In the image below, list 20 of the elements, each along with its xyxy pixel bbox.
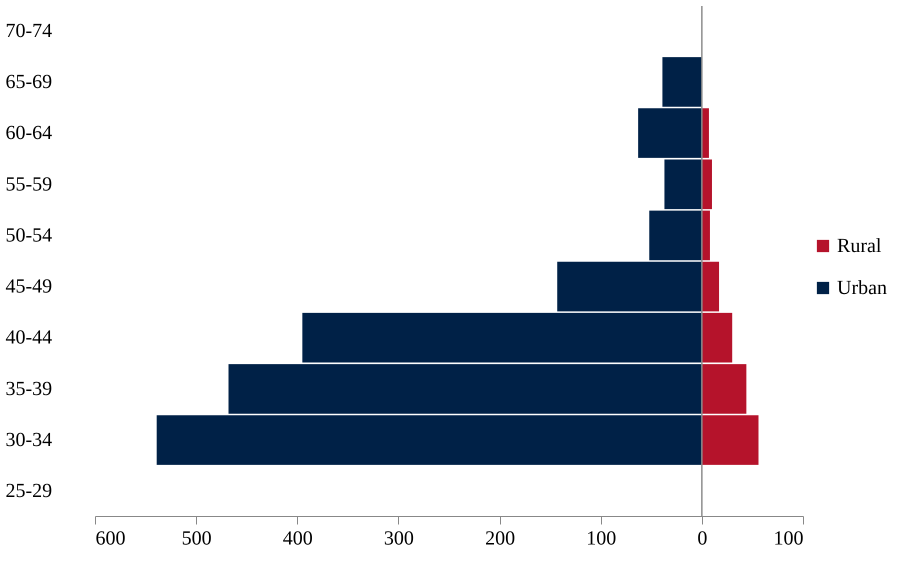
x-tick-label: 300 (384, 528, 414, 550)
y-tick-label: 30-34 (6, 429, 52, 452)
y-tick-label: 45-49 (6, 276, 52, 298)
x-tick-label: 0 (697, 528, 708, 550)
y-tick-label: 70-74 (6, 20, 52, 42)
x-tick-label: 100 (586, 528, 616, 550)
y-tick-label: 50-54 (6, 224, 52, 246)
x-tick-label: 100 (774, 528, 804, 550)
x-tick-label: 500 (182, 528, 212, 550)
x-tick-label: 400 (282, 528, 313, 550)
y-tick-label: 55-59 (6, 173, 52, 196)
y-tick-label: 40-44 (6, 326, 52, 349)
y-tick-label: 35-39 (6, 378, 52, 400)
y-tick-label: 25-29 (6, 480, 52, 502)
x-tick-label: 600 (96, 528, 126, 550)
y-tick-label: 60-64 (6, 122, 52, 144)
legend-label: Urban (837, 277, 887, 299)
legend-label: Rural (837, 235, 882, 257)
y-tick-label: 65-69 (6, 70, 52, 93)
x-tick-label: 200 (485, 528, 516, 550)
